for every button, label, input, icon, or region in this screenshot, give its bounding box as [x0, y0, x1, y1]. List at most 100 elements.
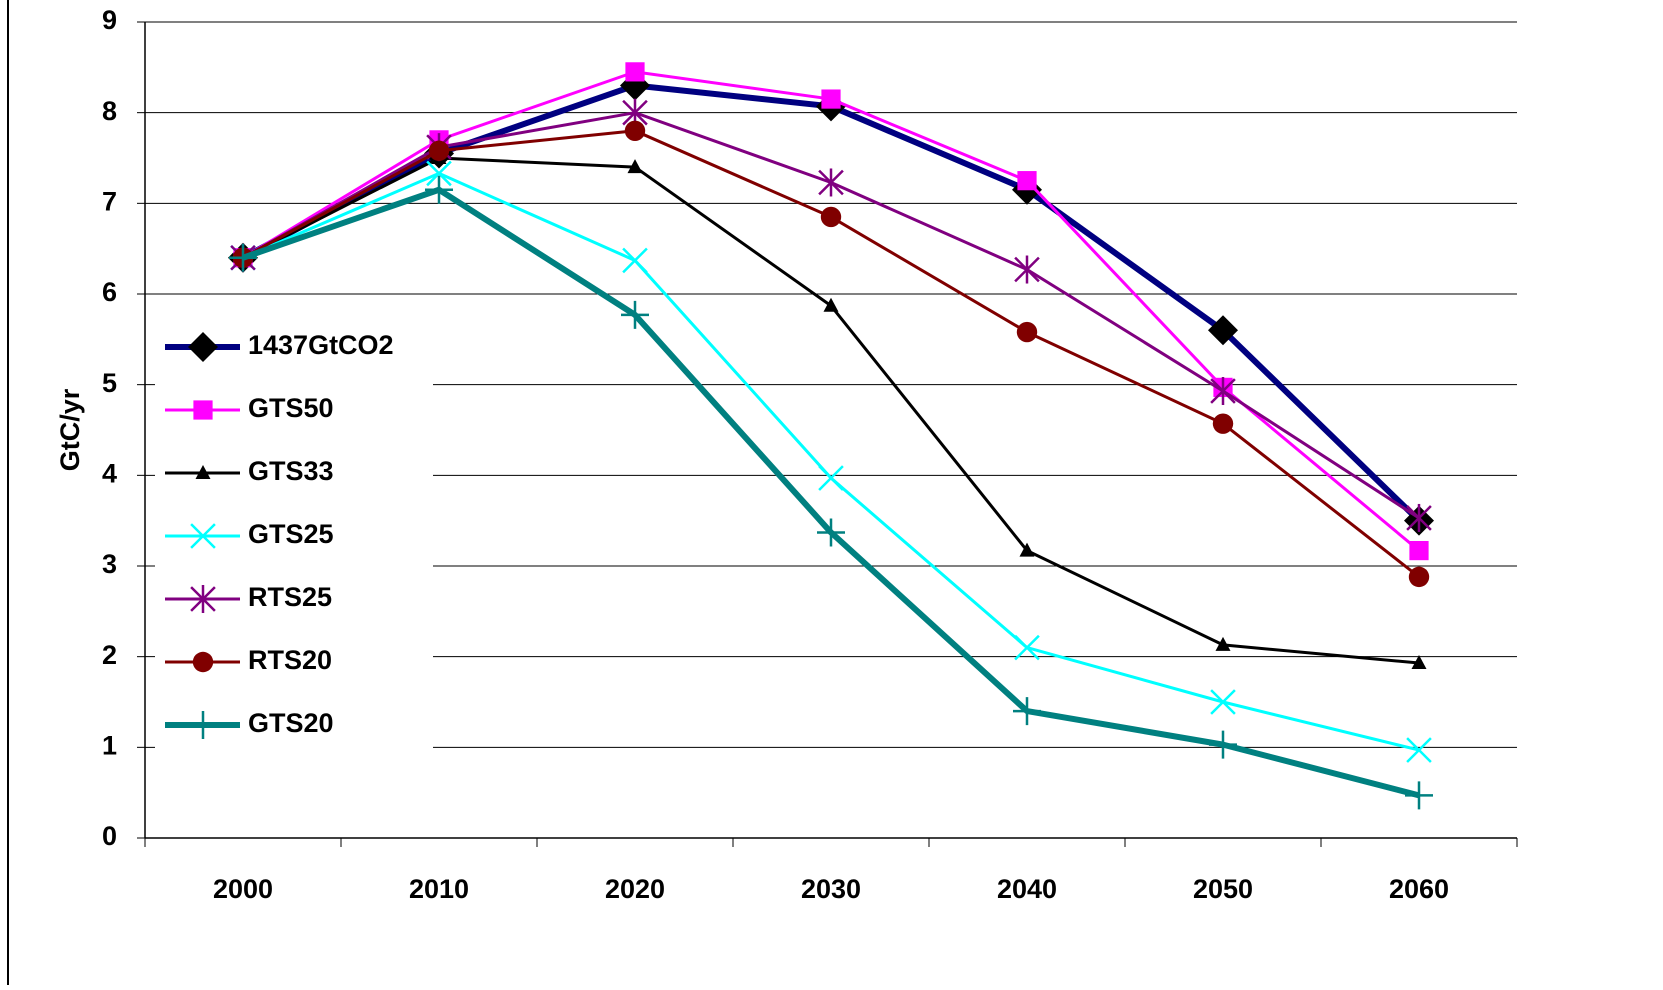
marker [1408, 566, 1430, 588]
marker [190, 523, 216, 549]
marker-shape [821, 89, 841, 109]
x-tick-label: 2010 [409, 874, 469, 904]
marker-shape [817, 518, 845, 547]
marker-shape [621, 300, 649, 329]
marker-shape [425, 175, 453, 204]
marker [193, 400, 213, 420]
y-tick-label: 3 [102, 549, 117, 579]
marker-shape [193, 400, 213, 420]
marker [625, 62, 645, 82]
marker [1014, 634, 1040, 661]
marker-shape [1208, 315, 1238, 346]
marker [823, 297, 839, 312]
legend-label: GTS25 [248, 519, 334, 549]
legend-label: RTS25 [248, 582, 332, 612]
marker-shape [1014, 634, 1040, 661]
marker-shape [820, 206, 842, 228]
marker [621, 300, 649, 329]
marker [1405, 781, 1433, 810]
marker [818, 168, 844, 197]
marker-shape [1409, 540, 1429, 561]
marker [818, 465, 844, 491]
marker [1014, 255, 1040, 284]
marker [1212, 413, 1234, 434]
marker [189, 711, 217, 739]
x-tick-label: 2000 [213, 874, 273, 904]
marker [1016, 321, 1038, 343]
marker [1209, 730, 1237, 759]
y-tick-label: 8 [102, 96, 117, 126]
legend-label: GTS20 [248, 708, 334, 738]
marker [195, 465, 211, 479]
marker [821, 89, 841, 109]
marker-shape [1016, 321, 1038, 343]
marker [1210, 377, 1236, 406]
y-axis-label: GtC/yr [55, 388, 85, 471]
x-tick-label: 2050 [1193, 874, 1253, 904]
x-tick-label: 2040 [997, 874, 1057, 904]
y-tick-label: 5 [102, 368, 117, 398]
marker-shape [1017, 171, 1037, 191]
marker-shape [195, 465, 211, 479]
marker [188, 332, 218, 362]
marker-shape [818, 465, 844, 491]
marker-shape [624, 120, 646, 141]
legend-label: GTS50 [248, 393, 334, 423]
marker-shape [625, 62, 645, 82]
marker-shape [823, 297, 839, 312]
marker [425, 175, 453, 204]
marker [428, 140, 450, 161]
marker [624, 120, 646, 141]
marker-shape [1210, 689, 1236, 715]
y-tick-label: 7 [102, 186, 117, 216]
y-tick-label: 0 [102, 821, 117, 851]
legend-label: RTS20 [248, 645, 332, 675]
marker [1019, 542, 1035, 557]
marker-shape [192, 651, 214, 673]
marker-shape [627, 159, 643, 174]
marker [1208, 315, 1238, 346]
marker-shape [426, 160, 452, 187]
y-tick-label: 9 [102, 5, 117, 35]
marker [627, 159, 643, 174]
marker-shape [1411, 655, 1427, 670]
x-tick-label: 2030 [801, 874, 861, 904]
legend-label: 1437GtCO2 [248, 330, 394, 360]
x-tick-label: 2060 [1389, 874, 1449, 904]
marker-shape [188, 332, 218, 362]
x-tick-label: 2020 [605, 874, 665, 904]
y-tick-label: 4 [102, 458, 117, 488]
y-tick-label: 6 [102, 277, 117, 307]
marker-shape [1019, 542, 1035, 557]
marker [817, 518, 845, 547]
marker-shape [1405, 781, 1433, 810]
marker [1406, 737, 1432, 763]
marker-shape [1013, 697, 1041, 726]
marker-shape [1209, 730, 1237, 759]
marker [1215, 636, 1231, 651]
marker [192, 651, 214, 673]
marker [1406, 503, 1432, 532]
marker [190, 585, 216, 613]
marker [229, 243, 257, 272]
marker [1409, 540, 1429, 561]
marker-shape [622, 247, 648, 274]
marker [1013, 697, 1041, 726]
marker-shape [1212, 413, 1234, 434]
marker [426, 160, 452, 187]
marker [1210, 689, 1236, 715]
marker [622, 247, 648, 274]
marker-shape [1406, 737, 1432, 763]
marker-shape [1215, 636, 1231, 651]
marker-shape [1408, 566, 1430, 588]
marker [1017, 171, 1037, 191]
legend-label: GTS33 [248, 456, 334, 486]
marker-shape [428, 140, 450, 161]
marker [820, 206, 842, 228]
y-tick-label: 1 [102, 730, 117, 760]
marker [1411, 655, 1427, 670]
marker-shape [189, 711, 217, 739]
marker-shape [229, 243, 257, 272]
marker-shape [190, 523, 216, 549]
